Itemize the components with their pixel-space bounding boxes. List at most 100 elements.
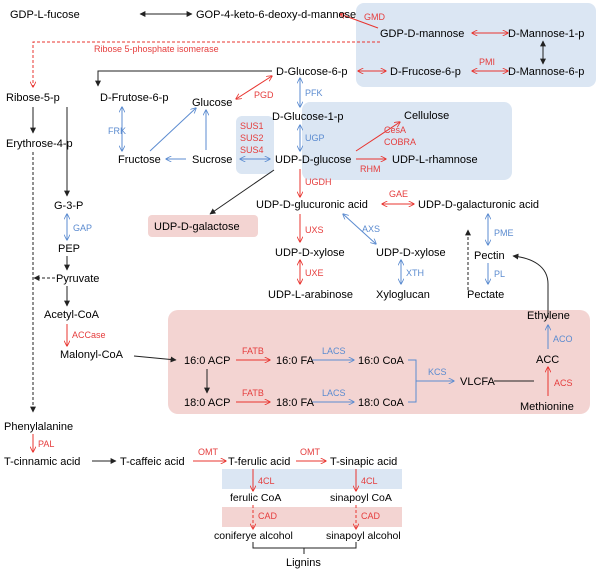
enzyme-fatb-1: FATB xyxy=(242,346,264,356)
enzyme-frk: FRK xyxy=(108,126,126,136)
node-acetyl-coa: Acetyl-CoA xyxy=(44,309,100,321)
enzyme-lacs-1: LACS xyxy=(322,346,346,356)
enzyme-pl: PL xyxy=(494,269,505,279)
node-d-frutose-6p: D-Frutose-6-p xyxy=(100,92,168,104)
node-cellulose: Cellulose xyxy=(404,110,449,122)
arrow-udpglucose-cellulose xyxy=(355,122,400,152)
enzyme-pgd: PGD xyxy=(254,90,274,100)
enzyme-cobra: COBRA xyxy=(384,137,416,147)
node-t-caffeic: T-caffeic acid xyxy=(120,456,185,468)
fatty-acid-panel xyxy=(168,310,590,414)
arrow-udpglucose-galactose xyxy=(209,169,275,215)
enzyme-acs: ACS xyxy=(554,378,573,388)
enzyme-cesa: CesA xyxy=(384,125,406,135)
node-udp-l-arabinose: UDP-L-arabinose xyxy=(268,289,353,301)
cellulose-panel xyxy=(302,102,512,180)
enzyme-rhm: RHM xyxy=(360,164,381,174)
node-t-sinapic: T-sinapic acid xyxy=(330,456,397,468)
node-glucose: Glucose xyxy=(192,97,232,109)
node-udp-l-rhamnose: UDP-L-rhamnose xyxy=(392,154,478,166)
enzyme-pme: PME xyxy=(494,228,514,238)
node-ribose-5p: Ribose-5-p xyxy=(6,92,60,104)
node-gop-keto: GOP-4-keto-6-deoxy-d-mannose xyxy=(196,9,356,21)
node-d-frucose-6p: D-Frucose-6-p xyxy=(390,66,461,78)
enzyme-gmd: GMD xyxy=(364,12,385,22)
node-udp-d-glucuronic: UDP-D-glucuronic acid xyxy=(256,199,368,211)
node-fructose: Fructose xyxy=(118,154,161,166)
enzyme-gap: GAP xyxy=(73,223,92,233)
coa-panel xyxy=(222,469,402,489)
enzyme-accase: ACCase xyxy=(72,330,106,340)
node-udp-d-glucose: UDP-D-glucose xyxy=(275,154,351,166)
enzyme-cad-2: CAD xyxy=(361,511,381,521)
enzyme-kcs: KCS xyxy=(428,367,447,377)
enzyme-uxe: UXE xyxy=(305,268,324,278)
node-pep: PEP xyxy=(58,243,80,255)
enzyme-axs: AXS xyxy=(362,224,380,234)
node-phenylalanine: Phenylalanine xyxy=(4,421,73,433)
enzyme-cad-1: CAD xyxy=(258,511,278,521)
arrow-fructose-glucose xyxy=(149,108,196,152)
node-methionine: Methionine xyxy=(520,401,574,413)
node-udp-d-xylose-1: UDP-D-xylose xyxy=(275,247,345,259)
node-pectate: Pectate xyxy=(467,289,504,301)
node-d-glucose-6p: D-Glucose-6-p xyxy=(276,66,348,78)
node-sinapoyl-coa: sinapoyl CoA xyxy=(330,492,392,504)
node-erythrose-4p: Erythrose-4-p xyxy=(6,138,73,150)
node-vlcfa: VLCFA xyxy=(460,376,496,388)
arrow-coa-vlcfa xyxy=(408,359,454,403)
enzyme-sus4: SUS4 xyxy=(240,145,264,155)
node-d-mannose-1p: D-Mannose-1-p xyxy=(508,28,584,40)
arrow-glucose6p-frutose6p xyxy=(95,70,272,87)
enzyme-omt-2: OMT xyxy=(300,447,320,457)
enzyme-sus2: SUS2 xyxy=(240,133,264,143)
enzyme-gae: GAE xyxy=(389,189,408,199)
arrow-glucose-glucose6p xyxy=(236,76,272,99)
node-coniferye-alcohol: coniferye alcohol xyxy=(214,530,293,542)
node-fa-18: 18:0 FA xyxy=(276,397,315,409)
node-sucrose: Sucrose xyxy=(192,154,232,166)
node-coa-16: 16:0 CoA xyxy=(358,355,405,367)
enzyme-uxs: UXS xyxy=(305,225,324,235)
node-acp-16: 16:0 ACP xyxy=(184,355,230,367)
node-xyloglucan: Xyloglucan xyxy=(376,289,430,301)
arrow-malonyl-acp16 xyxy=(133,355,177,363)
node-t-cinnamic: T-cinnamic acid xyxy=(4,456,80,468)
enzyme-pmi: PMI xyxy=(479,57,495,67)
node-fa-16: 16:0 FA xyxy=(276,355,315,367)
alcohol-panel xyxy=(222,507,402,527)
enzyme-aco: ACO xyxy=(553,334,573,344)
enzyme-ugp: UGP xyxy=(305,133,325,143)
node-acp-18: 18:0 ACP xyxy=(184,397,230,409)
enzyme-4cl-2: 4CL xyxy=(361,476,378,486)
arrow-glucuronic-xylose2 xyxy=(343,214,376,244)
arrow-gop-gdpmannose xyxy=(340,14,379,29)
node-d-glucose-1p: D-Glucose-1-p xyxy=(272,111,344,123)
node-t-ferulic: T-ferulic acid xyxy=(228,456,290,468)
arrow-ribose-isomerase xyxy=(33,41,380,87)
node-ferulic-coa: ferulic CoA xyxy=(230,492,281,504)
node-udp-d-galacturonic: UDP-D-galacturonic acid xyxy=(418,199,539,211)
lignin-bracket xyxy=(252,542,357,554)
node-g3p: G-3-P xyxy=(54,200,83,212)
node-udp-d-xylose-2: UDP-D-xylose xyxy=(376,247,446,259)
node-gdp-l-fucose: GDP-L-fucose xyxy=(10,9,80,21)
node-gdp-d-mannose: GDP-D-mannose xyxy=(380,28,464,40)
node-acc: ACC xyxy=(536,354,559,366)
node-udp-d-galactose: UDP-D-galactose xyxy=(154,221,240,233)
node-malonyl-coa: Malonyl-CoA xyxy=(60,349,124,361)
node-pectin: Pectin xyxy=(474,250,505,262)
enzyme-omt-1: OMT xyxy=(198,447,218,457)
enzyme-sus1: SUS1 xyxy=(240,121,264,131)
enzyme-4cl-1: 4CL xyxy=(258,476,275,486)
node-coa-18: 18:0 CoA xyxy=(358,397,405,409)
udp-galactose-panel xyxy=(148,215,258,237)
enzyme-ugdh: UGDH xyxy=(305,177,332,187)
mannose-panel xyxy=(356,3,596,87)
node-lignins: Lignins xyxy=(286,557,321,569)
arrow-ethylene-pectin xyxy=(512,253,549,318)
node-pyruvate: Pyruvate xyxy=(56,273,99,285)
enzyme-xth: XTH xyxy=(406,268,424,278)
node-d-mannose-6p: D-Mannose-6-p xyxy=(508,66,584,78)
